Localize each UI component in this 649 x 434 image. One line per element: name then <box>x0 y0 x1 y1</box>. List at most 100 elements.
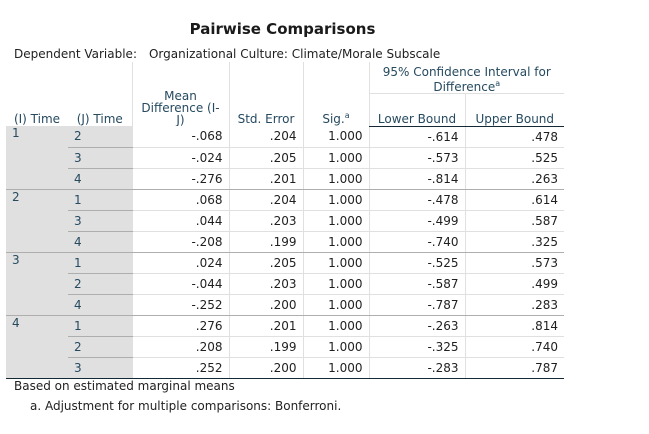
lower-bound-cell: -.587 <box>368 273 465 295</box>
std-error-cell: .199 <box>228 336 303 358</box>
mean-difference-cell: -.068 <box>131 126 229 148</box>
header-sig-text: Sig. <box>322 112 345 126</box>
sig-cell: 1.000 <box>302 189 369 211</box>
sig-cell: 1.000 <box>302 231 369 253</box>
upper-bound-cell: .478 <box>464 126 565 148</box>
header-ci-line2: Difference <box>433 79 496 93</box>
mean-difference-cell: .208 <box>131 336 229 358</box>
header-ci-line1: 95% Confidence Interval for <box>382 64 551 79</box>
table-row: 2 1.068.204 1.000 -.478.614 <box>6 189 565 253</box>
upper-bound-cell: .587 <box>464 210 565 232</box>
sig-cell: 1.000 <box>302 336 369 358</box>
upper-bound-cell: .814 <box>464 315 565 337</box>
upper-bound-cell: .499 <box>464 273 565 295</box>
j-time-cell: 1 <box>68 189 132 211</box>
sig-cell: 1.000 <box>302 315 369 337</box>
std-error-cell: .203 <box>228 273 303 295</box>
upper-bound-cell: .525 <box>464 147 565 169</box>
j-time-cell: 2 <box>68 273 132 295</box>
header-lower-bound: Lower Bound <box>368 93 465 127</box>
header-mean-difference: Mean Difference (I- J) <box>131 62 229 126</box>
lower-bound-cell: -.525 <box>368 252 465 274</box>
std-error-cell: .201 <box>228 168 303 190</box>
std-error-cell: .200 <box>228 294 303 316</box>
mean-difference-cell: .276 <box>131 315 229 337</box>
j-time-cell: 4 <box>68 294 132 316</box>
lower-bound-cell: -.573 <box>368 147 465 169</box>
j-time-cell: 1 <box>68 315 132 337</box>
upper-bound-cell: .614 <box>464 189 565 211</box>
upper-bound-cell: .263 <box>464 168 565 190</box>
header-i-time: (I) Time <box>13 112 61 126</box>
std-error-cell: .203 <box>228 210 303 232</box>
j-time-cell: 3 <box>68 210 132 232</box>
lower-bound-cell: -.614 <box>368 126 465 148</box>
lower-bound-cell: -.478 <box>368 189 465 211</box>
dependent-variable-value: Organizational Culture: Climate/Morale S… <box>148 47 441 61</box>
header-mean-difference-line1: Mean <box>164 89 197 103</box>
sig-cell: 1.000 <box>302 252 369 274</box>
i-time-cell: 3 <box>6 252 68 316</box>
std-error-cell: .199 <box>228 231 303 253</box>
header-j-time: (J) Time <box>76 112 123 126</box>
lower-bound-cell: -.787 <box>368 294 465 316</box>
std-error-cell: .205 <box>228 252 303 274</box>
footnote-marginal-means: Based on estimated marginal means <box>14 379 235 393</box>
sig-cell: 1.000 <box>302 294 369 316</box>
mean-difference-cell: -.252 <box>131 294 229 316</box>
table-row: 4 -.252.200 1.000 -.787.283 <box>6 294 565 316</box>
j-time-cell: 1 <box>68 252 132 274</box>
mean-difference-cell: -.276 <box>131 168 229 190</box>
lower-bound-cell: -.263 <box>368 315 465 337</box>
header-ci-footnote: a <box>495 78 501 88</box>
j-time-cell: 3 <box>68 357 132 379</box>
upper-bound-cell: .740 <box>464 336 565 358</box>
header-std-error: Std. Error <box>228 62 303 126</box>
std-error-cell: .200 <box>228 357 303 379</box>
table-row: 1 2 -.068.204 1.000 -.614.478 <box>6 126 565 190</box>
lower-bound-cell: -.814 <box>368 168 465 190</box>
dependent-variable-label: Dependent Variable: <box>14 47 137 61</box>
std-error-cell: .204 <box>228 126 303 148</box>
lower-bound-cell: -.740 <box>368 231 465 253</box>
mean-difference-cell: -.208 <box>131 231 229 253</box>
table-row: 3.044.203 1.000 -.499.587 <box>6 210 565 232</box>
lower-bound-cell: -.499 <box>368 210 465 232</box>
table-row: 2.208.199 1.000 -.325.740 <box>6 336 565 358</box>
std-error-cell: .201 <box>228 315 303 337</box>
j-time-cell: 3 <box>68 147 132 169</box>
upper-bound-cell: .325 <box>464 231 565 253</box>
j-time-cell: 2 <box>68 126 132 148</box>
header-mean-difference-line2: Difference (I- <box>141 101 220 115</box>
std-error-cell: .204 <box>228 189 303 211</box>
header-confidence-interval: 95% Confidence Interval for Differencea <box>368 62 565 94</box>
header-mean-difference-line3: J) <box>176 113 185 126</box>
mean-difference-cell: .252 <box>131 357 229 379</box>
table-row: 4 -.208.199 1.000 -.740.325 <box>6 231 565 253</box>
dependent-variable: Dependent Variable: Organizational Cultur… <box>14 47 440 61</box>
lower-bound-cell: -.283 <box>368 357 465 379</box>
upper-bound-cell: .283 <box>464 294 565 316</box>
footnote-adjustment: a. Adjustment for multiple comparisons: … <box>30 399 342 413</box>
j-time-cell: 4 <box>68 231 132 253</box>
mean-difference-cell: .044 <box>131 210 229 232</box>
table-row: 3 -.024.205 1.000 -.573.525 <box>6 147 565 169</box>
header-upper-bound: Upper Bound <box>464 93 565 127</box>
table-row: 4 1.276.201 1.000 -.263.814 <box>6 315 565 379</box>
table-row: 3 1.024.205 1.000 -.525.573 <box>6 252 565 316</box>
table-row: 4 -.276.201 1.000 -.814.263 <box>6 168 565 190</box>
mean-difference-cell: .068 <box>131 189 229 211</box>
header-sig-footnote: a <box>344 111 350 120</box>
sig-cell: 1.000 <box>302 357 369 379</box>
upper-bound-cell: .573 <box>464 252 565 274</box>
i-time-cell: 1 <box>6 126 68 190</box>
table-body: 1 2 -.068.204 1.000 -.614.478 3 -.024.205 1.000… <box>6 126 565 379</box>
upper-bound-cell: .787 <box>464 357 565 379</box>
mean-difference-cell: -.024 <box>131 147 229 169</box>
table-row: 2 -.044.203 1.000 -.587.499 <box>6 273 565 295</box>
mean-difference-cell: .024 <box>131 252 229 274</box>
sig-cell: 1.000 <box>302 126 369 148</box>
table-title: Pairwise Comparisons <box>189 20 376 38</box>
sig-cell: 1.000 <box>302 147 369 169</box>
sig-cell: 1.000 <box>302 210 369 232</box>
